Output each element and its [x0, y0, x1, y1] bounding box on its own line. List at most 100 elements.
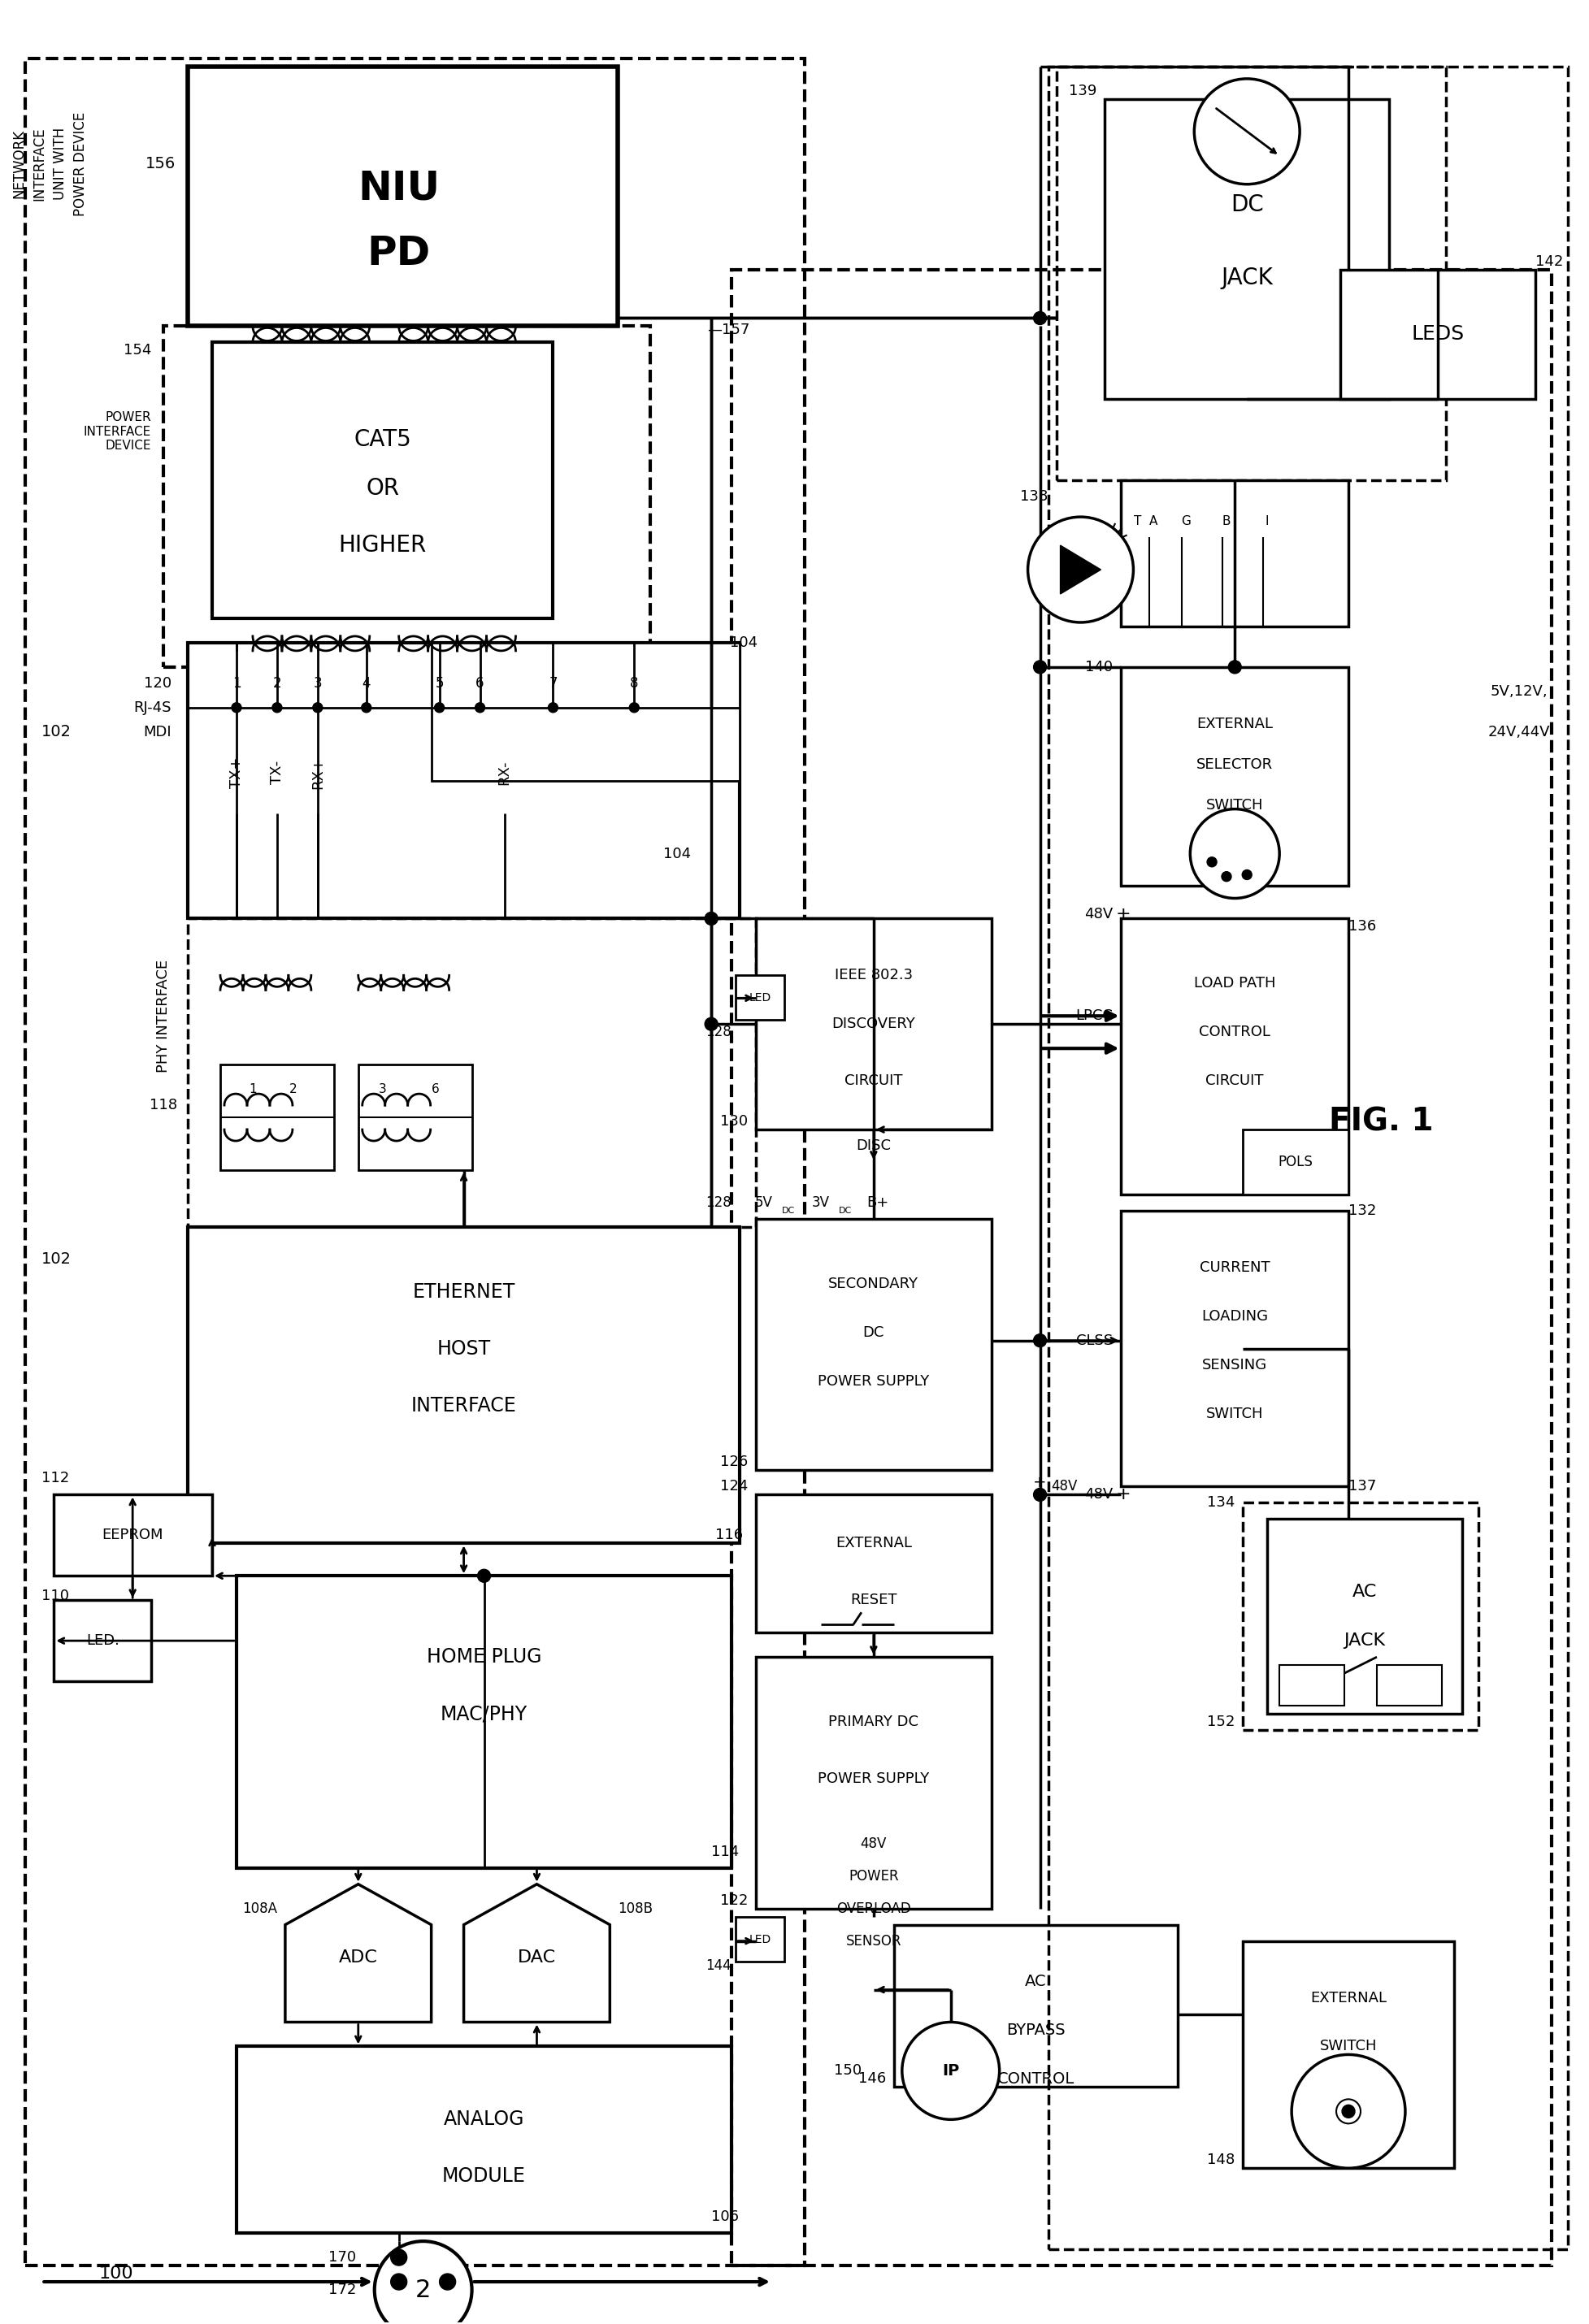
Bar [188, 1227, 739, 1543]
Text: 118: 118 [149, 1097, 178, 1113]
Bar [1055, 67, 1444, 481]
Polygon shape [1060, 546, 1100, 595]
Circle shape [1341, 2106, 1354, 2117]
Circle shape [272, 702, 281, 713]
Circle shape [1193, 79, 1300, 184]
Bar [237, 2047, 731, 2233]
Text: MDI: MDI [143, 725, 172, 739]
Text: B+: B+ [866, 1195, 888, 1211]
Text: 114: 114 [710, 1845, 739, 1859]
Bar [755, 1218, 992, 1471]
Bar [736, 976, 783, 1020]
Polygon shape [464, 1885, 610, 2022]
Text: 48V: 48V [1050, 1480, 1077, 1494]
Text: 5V,12V,: 5V,12V, [1489, 683, 1546, 700]
Text: HOST: HOST [437, 1339, 491, 1360]
Text: 146: 146 [858, 2071, 885, 2087]
Text: POWER
INTERFACE
DEVICE: POWER INTERFACE DEVICE [84, 411, 151, 451]
Text: EXTERNAL: EXTERNAL [834, 1536, 912, 1550]
Bar [1243, 1941, 1454, 2168]
Text: SWITCH: SWITCH [1206, 797, 1263, 813]
Text: 6: 6 [431, 1083, 439, 1095]
Text: 112: 112 [41, 1471, 70, 1485]
Bar [736, 1917, 783, 1961]
Text: SENSING: SENSING [1201, 1357, 1266, 1371]
Text: 1: 1 [232, 676, 240, 690]
Bar [1243, 1504, 1478, 1729]
Text: A: A [1149, 516, 1157, 528]
Bar [1266, 1520, 1462, 1713]
Text: CAT5: CAT5 [354, 428, 412, 451]
Bar [54, 1601, 151, 1680]
Circle shape [1336, 2099, 1360, 2124]
Circle shape [1220, 872, 1231, 881]
Bar [1120, 481, 1347, 627]
Text: CURRENT: CURRENT [1200, 1260, 1270, 1276]
Text: 140: 140 [1085, 660, 1112, 674]
Text: LPCC: LPCC [1076, 1009, 1112, 1023]
Text: RJ-4S: RJ-4S [133, 700, 172, 716]
Text: RX+: RX+ [310, 755, 324, 788]
Text: 156: 156 [145, 156, 175, 172]
Text: JACK: JACK [1343, 1634, 1384, 1648]
Text: SWITCH: SWITCH [1206, 1406, 1263, 1420]
Text: I: I [1265, 516, 1268, 528]
Text: INTERFACE: INTERFACE [412, 1397, 516, 1415]
Text: 148: 148 [1206, 2152, 1235, 2168]
Text: 110: 110 [41, 1590, 70, 1604]
Text: CLSS: CLSS [1076, 1334, 1112, 1348]
Text: POWER: POWER [849, 1868, 898, 1882]
Bar [188, 67, 618, 325]
Text: DAC: DAC [518, 1950, 556, 1966]
Circle shape [391, 2273, 407, 2289]
Text: 132: 132 [1347, 1204, 1376, 1218]
Text: 24V,44V: 24V,44V [1487, 725, 1549, 739]
Text: DC: DC [782, 1206, 794, 1215]
Text: LOADING: LOADING [1201, 1308, 1268, 1322]
Text: +: + [1033, 1476, 1046, 1490]
Text: T: T [1133, 516, 1141, 528]
Text: 130: 130 [720, 1113, 747, 1129]
Bar [431, 644, 739, 781]
Text: POWER SUPPLY: POWER SUPPLY [817, 1373, 930, 1387]
Text: 152: 152 [1206, 1715, 1235, 1729]
Text: HIGHER: HIGHER [338, 535, 426, 558]
Text: LEDS: LEDS [1411, 325, 1463, 344]
Text: ANALOG: ANALOG [443, 2110, 524, 2129]
Text: NETWORK
INTERFACE
UNIT WITH
POWER DEVICE: NETWORK INTERFACE UNIT WITH POWER DEVICE [13, 112, 87, 216]
Bar [731, 270, 1551, 2266]
Text: CONTROL: CONTROL [1198, 1025, 1270, 1039]
Circle shape [1033, 660, 1046, 674]
Circle shape [391, 2250, 407, 2266]
Text: EXTERNAL: EXTERNAL [1197, 716, 1273, 732]
Circle shape [901, 2022, 999, 2119]
Text: 48V: 48V [1084, 906, 1112, 923]
Circle shape [1033, 1487, 1046, 1501]
Circle shape [1033, 311, 1046, 325]
Text: LED.: LED. [86, 1634, 119, 1648]
Text: 128: 128 [706, 1195, 731, 1211]
Bar [1243, 1129, 1347, 1195]
Text: PD: PD [367, 235, 431, 272]
Text: 116: 116 [715, 1527, 742, 1543]
Bar [1047, 67, 1567, 2250]
Circle shape [629, 702, 639, 713]
Text: LOAD PATH: LOAD PATH [1193, 976, 1274, 990]
Text: OR: OR [365, 476, 399, 500]
Text: OVERLOAD: OVERLOAD [836, 1901, 910, 1915]
Bar [1120, 918, 1347, 1195]
Text: 120: 120 [143, 676, 172, 690]
Bar [25, 58, 804, 2266]
Text: EXTERNAL: EXTERNAL [1309, 1989, 1386, 2006]
Text: POLS: POLS [1278, 1155, 1313, 1169]
Text: 126: 126 [720, 1455, 747, 1469]
Text: CIRCUIT: CIRCUIT [1204, 1074, 1263, 1088]
Text: 136: 136 [1347, 920, 1376, 934]
Text: BYPASS: BYPASS [1006, 2022, 1065, 2038]
Text: 5V: 5V [755, 1195, 772, 1211]
Circle shape [434, 702, 443, 713]
Text: 128: 128 [706, 1025, 731, 1039]
Text: EEPROM: EEPROM [102, 1527, 164, 1543]
Text: 2: 2 [289, 1083, 297, 1095]
Text: —157: —157 [707, 323, 750, 337]
